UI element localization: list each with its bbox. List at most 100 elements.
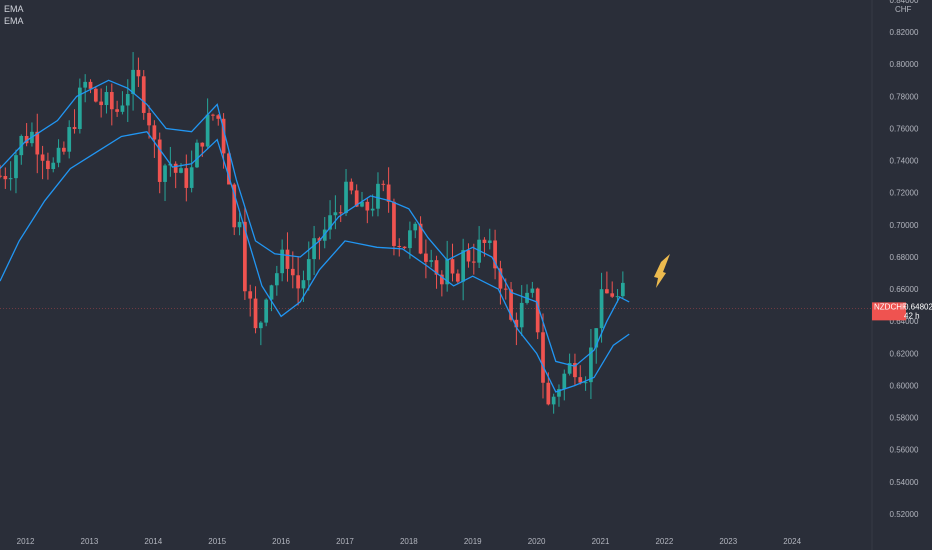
candle <box>530 281 535 298</box>
candle-body <box>360 201 364 207</box>
candle-body <box>0 175 2 177</box>
y-tick-label: 0.80000 <box>890 60 919 69</box>
candle-body <box>115 109 119 112</box>
x-tick-label: 2021 <box>592 537 610 546</box>
candle-body <box>541 332 545 383</box>
candle-body <box>200 142 205 147</box>
candle <box>189 150 194 193</box>
candle <box>40 145 45 180</box>
candle <box>573 353 577 386</box>
y-tick-label: 0.70000 <box>890 221 919 230</box>
candle <box>413 221 418 239</box>
y-tick-label: 0.62000 <box>890 349 919 358</box>
candle-body <box>471 261 476 263</box>
candle-body <box>328 215 332 230</box>
candle-body <box>120 105 125 112</box>
candle-body <box>418 223 423 254</box>
candle <box>392 198 396 256</box>
y-tick-label: 0.66000 <box>890 285 919 294</box>
candle <box>541 313 545 399</box>
candle <box>216 114 221 126</box>
candle <box>493 229 497 280</box>
candle-body <box>56 147 61 163</box>
indicator-label-ema-2[interactable]: EMA <box>4 16 24 26</box>
x-tick-label: 2015 <box>208 537 226 546</box>
candle-body <box>131 69 135 95</box>
candle <box>3 167 8 189</box>
candle-body <box>610 293 615 297</box>
candle <box>466 243 471 268</box>
candle-body <box>264 299 269 323</box>
candle <box>578 365 583 385</box>
candle <box>46 152 50 180</box>
candle-body <box>573 363 577 378</box>
candle-body <box>51 162 56 170</box>
candle <box>620 271 625 299</box>
candle <box>487 228 492 250</box>
candle-body <box>216 115 221 119</box>
candle <box>179 163 183 174</box>
candle-body <box>482 239 487 243</box>
candle <box>290 251 295 289</box>
candle-body <box>338 212 343 214</box>
candle-body <box>354 190 359 207</box>
candle <box>461 238 466 301</box>
candle-body <box>557 389 561 397</box>
candle <box>439 270 444 297</box>
x-tick-label: 2016 <box>272 537 290 546</box>
candle <box>344 169 348 217</box>
candle-body <box>173 163 178 173</box>
candle <box>589 328 593 400</box>
candle-body <box>83 81 88 88</box>
candle <box>386 167 391 213</box>
price-axis[interactable]: 0.84000 0.82000 0.80000 0.78000 0.76000 0.740… <box>890 0 919 519</box>
candle <box>535 287 540 340</box>
candle <box>381 180 386 192</box>
candle-body <box>152 125 157 140</box>
candle-body <box>535 288 540 333</box>
candle-body <box>509 289 513 320</box>
candle <box>253 286 258 334</box>
candle <box>285 232 290 282</box>
candle-body <box>594 328 599 348</box>
candle <box>429 249 434 268</box>
candle <box>455 269 460 285</box>
candle <box>258 321 263 346</box>
candle-body <box>397 245 402 247</box>
candle-body <box>189 167 194 188</box>
candle-body <box>136 69 141 77</box>
candle <box>599 272 604 343</box>
candle-body <box>67 127 72 152</box>
candle-body <box>386 184 391 202</box>
candle-body <box>439 274 444 285</box>
candle <box>0 164 2 179</box>
candle-body <box>147 112 151 126</box>
candle-body <box>109 92 114 110</box>
candle <box>56 139 61 168</box>
candle-body <box>370 208 375 211</box>
candle-body <box>296 275 300 289</box>
candle-body <box>589 347 593 383</box>
candle-body <box>195 142 199 168</box>
candle-body <box>620 282 625 297</box>
candle-body <box>461 250 466 282</box>
candle <box>274 265 279 296</box>
candle <box>211 113 215 121</box>
y-tick-label: 0.68000 <box>890 253 919 262</box>
candle-body <box>163 165 167 182</box>
candle <box>120 91 125 115</box>
candle <box>557 384 561 407</box>
candle <box>62 141 66 155</box>
candle <box>397 238 402 257</box>
indicator-label-ema-1[interactable]: EMA <box>4 4 24 14</box>
candle-body <box>519 302 524 328</box>
candle-body <box>599 289 604 329</box>
x-tick-label: 2014 <box>144 537 162 546</box>
candle <box>450 243 455 282</box>
candle-body <box>205 114 210 147</box>
time-axis[interactable]: 2012 2013 2014 2015 2016 2017 2018 2019 2020 2021… <box>17 537 802 546</box>
candle-body <box>434 260 439 275</box>
candle <box>205 98 210 150</box>
candle <box>24 123 29 147</box>
